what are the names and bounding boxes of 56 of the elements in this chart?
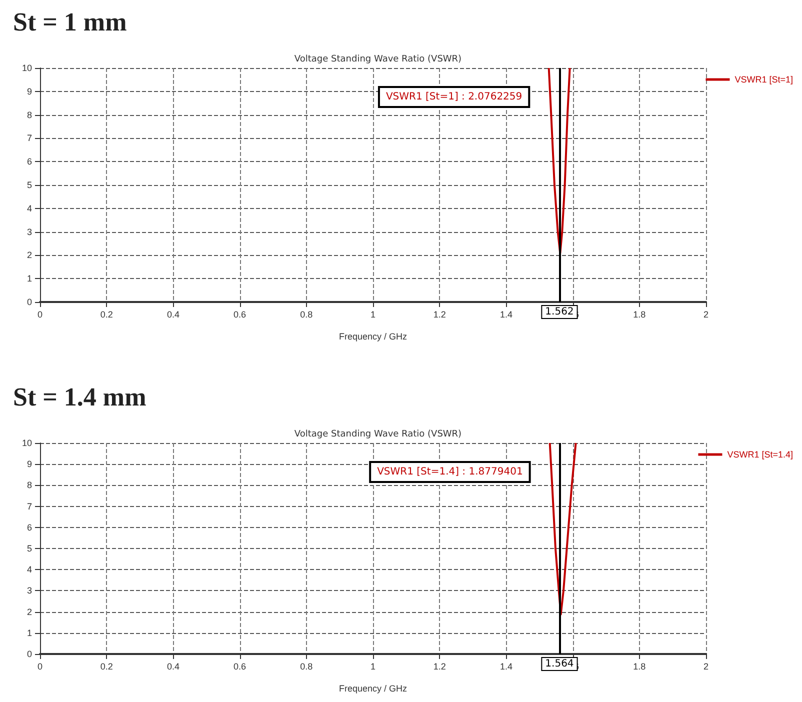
- y-tick-label: 4: [26, 564, 32, 575]
- chart-subtitle: Voltage Standing Wave Ratio (VSWR): [294, 54, 462, 64]
- annotation: VSWR1 [St=1.4] : 1.8779401: [377, 466, 523, 478]
- y-tick-label: 4: [26, 203, 32, 214]
- y-tick-label: 5: [26, 180, 32, 190]
- x-tick-label: 2: [703, 662, 709, 672]
- y-tick-label: 3: [26, 586, 32, 596]
- chart-subtitle: Voltage Standing Wave Ratio (VSWR): [294, 430, 462, 440]
- y-tick-label: 2: [26, 606, 32, 617]
- y-tick-label: 3: [26, 226, 32, 237]
- y-tick-label: 8: [26, 110, 32, 120]
- x-tick-label: 0.2: [100, 310, 113, 320]
- y-tick-label: 1: [26, 274, 32, 284]
- y-tick-label: 8: [26, 480, 32, 490]
- x-tick-label: 1.4: [500, 310, 512, 320]
- y-tick-label: 7: [26, 501, 32, 512]
- legend-label: VSWR1 [St=1]: [734, 74, 794, 84]
- x-axis-title: Frequency / GHz: [338, 684, 408, 694]
- legend-label: VSWR1 [St=1.4]: [727, 450, 794, 460]
- x-tick-label: 0.8: [300, 662, 313, 672]
- chart-title: St = 1 mm: [13, 8, 128, 36]
- y-tick-label: 10: [22, 63, 32, 73]
- x-tick-label: 2: [703, 310, 709, 320]
- x-tick-label: 0.2: [100, 662, 113, 672]
- y-tick-label: 7: [26, 133, 32, 144]
- y-tick-label: 6: [26, 156, 32, 167]
- x-tick-label: 0.8: [300, 310, 313, 320]
- y-tick-label: 6: [26, 522, 32, 532]
- line-series: [548, 67, 571, 254]
- x-tick-label: 0.6: [234, 662, 246, 672]
- y-tick-label: 0: [26, 297, 32, 307]
- x-tick-label: 1: [370, 662, 376, 672]
- y-tick-label: 5: [26, 544, 32, 554]
- ref-line-label: 1.564: [545, 658, 574, 670]
- x-tick-label: 0.4: [166, 662, 180, 672]
- x-tick-label: 1: [370, 310, 376, 320]
- line-series: [548, 442, 577, 616]
- x-tick-label: 1.2: [433, 662, 446, 672]
- y-tick-label: 0: [26, 649, 32, 659]
- annotation: VSWR1 [St=1] : 2.0762259: [386, 92, 522, 102]
- y-tick-label: 9: [26, 459, 32, 470]
- chart-title: St = 1.4 mm: [13, 382, 147, 412]
- x-tick-label: 1.2: [433, 310, 446, 320]
- y-tick-label: 2: [26, 250, 32, 260]
- y-tick-label: 9: [26, 86, 32, 96]
- x-axis-title: Frequency / GHz: [338, 332, 408, 342]
- x-tick-label: 0.6: [234, 310, 246, 320]
- x-tick-label: 1.4: [500, 662, 512, 672]
- x-tick-label: 0: [37, 662, 43, 672]
- x-tick-label: 0: [37, 310, 43, 320]
- x-tick-label: 0.4: [166, 310, 180, 320]
- x-tick-label: 1.8: [633, 310, 646, 320]
- x-tick-label: 1.8: [633, 662, 646, 672]
- ref-line-label: 1.562: [545, 306, 574, 318]
- y-tick-label: 10: [22, 438, 32, 448]
- y-tick-label: 1: [26, 628, 32, 638]
